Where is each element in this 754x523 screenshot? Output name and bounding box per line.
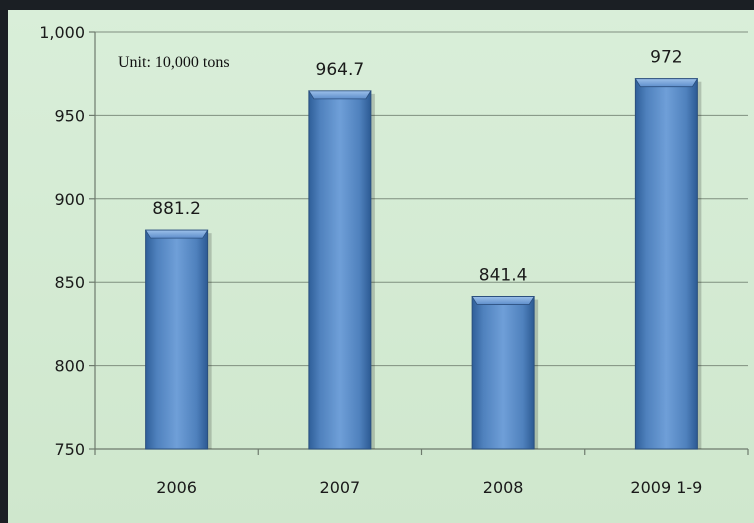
y-tick-label: 1,000 — [39, 23, 85, 42]
x-tick-label: 2007 — [320, 478, 361, 497]
labels: 750 800 850 900 950 1,000 881.2 2006 964.7 2007 84… — [39, 23, 702, 497]
bar-chart: 750 800 850 900 950 1,000 881.2 2006 964.7 2007 84… — [39, 23, 749, 497]
data-label: 964.7 — [316, 60, 365, 80]
x-tick-label: 2008 — [483, 478, 524, 497]
bars — [144, 78, 702, 450]
y-tick-label: 800 — [54, 357, 85, 376]
bar-cap — [471, 296, 535, 305]
bar — [145, 229, 209, 450]
y-tick-label: 900 — [54, 190, 85, 209]
bar-cap — [144, 229, 209, 239]
y-tick-label: 750 — [54, 440, 85, 459]
data-label: 841.4 — [479, 266, 528, 286]
data-label: 881.2 — [152, 199, 201, 219]
bar-cap — [634, 78, 699, 88]
unit-note: Unit: 10,000 tons — [118, 54, 230, 71]
data-label: 972 — [650, 48, 682, 68]
bar — [634, 78, 698, 450]
y-tick-label: 850 — [54, 273, 85, 292]
y-tick-label: 950 — [54, 106, 85, 125]
bar — [471, 296, 535, 450]
bar — [308, 90, 372, 450]
x-tick-label: 2006 — [156, 478, 197, 497]
x-tick-label: 2009 1-9 — [630, 478, 702, 497]
bar-cap — [308, 90, 372, 100]
chart-area: 750 800 850 900 950 1,000 881.2 2006 964.7 2007 84… — [8, 10, 754, 523]
